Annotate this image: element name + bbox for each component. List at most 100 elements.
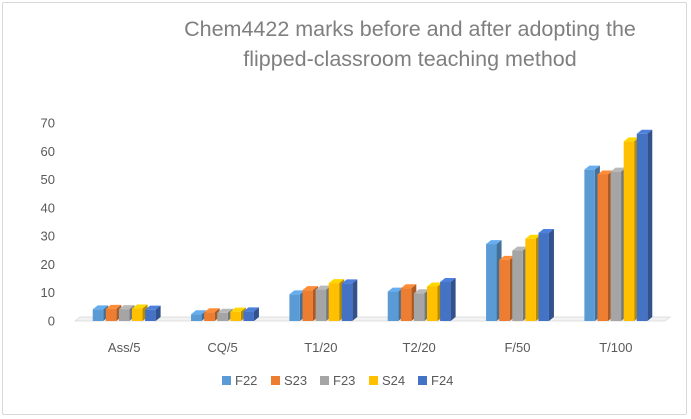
x-tick-label: F/50 (504, 340, 530, 355)
bar-front-face (118, 309, 130, 321)
bar (538, 229, 554, 321)
bar-front-face (387, 291, 399, 321)
bar-front-face (204, 312, 215, 321)
bar-front-face (584, 169, 595, 321)
legend-swatch (271, 376, 280, 385)
bar-front-face (413, 293, 425, 321)
legend-label: S23 (284, 373, 307, 388)
bar-front-face (440, 281, 451, 321)
bar-side-face (352, 279, 358, 321)
y-tick-label: 60 (41, 144, 55, 159)
bar-side-face (450, 277, 456, 321)
bar-top-face (217, 308, 233, 313)
legend: F22 S23 F23 S24 F24 (222, 373, 453, 388)
legend-item: S23 (271, 373, 307, 388)
legend-label: F23 (333, 373, 355, 388)
y-tick-label: 40 (41, 200, 55, 215)
bar-top-face (486, 240, 502, 245)
bar-front-face (217, 312, 228, 321)
bar-side-face (155, 305, 161, 321)
bar-side-face (253, 307, 259, 321)
bar-front-face (341, 283, 353, 321)
bar-top-face (538, 229, 554, 234)
bar-front-face (132, 308, 143, 321)
bar-top-face (636, 129, 653, 134)
bar-side-face (548, 229, 554, 321)
bar-top-face (400, 284, 417, 289)
bar-top-face (105, 304, 122, 309)
legend-swatch (222, 376, 231, 385)
bar-front-face (400, 288, 412, 321)
legend-item: S24 (369, 373, 405, 388)
chart-title-line-1: Chem4422 marks before and after adopting… (184, 17, 636, 41)
bar-top-face (315, 285, 332, 290)
bar-top-face (204, 308, 220, 313)
bar-front-face (623, 141, 635, 321)
bar-side-face (647, 129, 653, 321)
bar-top-face (328, 279, 345, 284)
bar-top-face (92, 305, 109, 310)
bar-top-face (145, 305, 161, 310)
chart-floor (73, 316, 672, 322)
bar-top-face (440, 277, 456, 282)
bar-front-face (636, 133, 648, 321)
y-tick-label: 0 (48, 314, 55, 329)
bar-top-face (525, 234, 541, 239)
x-tick-label: T/100 (599, 340, 632, 355)
bar-top-face (427, 282, 443, 287)
bar (243, 307, 259, 321)
bar-top-face (623, 137, 640, 142)
bar-front-face (230, 311, 241, 321)
bar-front-face (610, 171, 622, 321)
bar (145, 305, 161, 321)
bar-top-face (230, 307, 246, 312)
legend-item: F22 (222, 373, 257, 388)
y-tick-label: 70 (41, 116, 55, 131)
y-tick-label: 20 (41, 257, 55, 272)
bar-top-face (584, 165, 600, 170)
legend-swatch (320, 376, 329, 385)
bar-front-face (486, 244, 497, 321)
x-tick-label: T1/20 (304, 340, 337, 355)
bar-front-face (315, 289, 327, 321)
legend-item: F24 (418, 373, 453, 388)
bar-top-face (610, 167, 627, 172)
bar-top-face (413, 289, 430, 294)
bar-front-face (427, 286, 438, 321)
bar-top-face (243, 307, 259, 312)
y-tick-label: 10 (41, 285, 55, 300)
bar-top-face (302, 286, 318, 291)
bar (341, 279, 358, 321)
bar-front-face (243, 311, 254, 321)
bar-top-face (499, 255, 515, 260)
legend-label: F22 (235, 373, 257, 388)
bar-series-group (92, 129, 653, 321)
bar-front-face (499, 259, 510, 321)
chart-frame (2, 2, 687, 415)
bar-top-face (341, 279, 358, 284)
bar-top-face (191, 310, 207, 315)
bar-front-face (105, 308, 117, 321)
x-tick-label: Ass/5 (108, 340, 141, 355)
chart-title-line-2: flipped-classroom teaching method (243, 47, 577, 71)
bar-front-face (538, 233, 549, 321)
bar-front-face (328, 283, 340, 321)
chart-title: Chem4422 marks before and after adopting… (150, 14, 670, 74)
legend-swatch (369, 376, 378, 385)
bar-front-face (597, 174, 608, 321)
bar-top-face (289, 290, 305, 295)
bar-top-face (512, 246, 528, 251)
legend-label: F24 (431, 373, 453, 388)
legend-swatch (418, 376, 427, 385)
bar-top-face (387, 287, 404, 292)
bar-front-face (289, 294, 300, 321)
y-tick-label: 30 (41, 229, 55, 244)
legend-label: S24 (382, 373, 405, 388)
bar-top-face (132, 304, 148, 309)
y-tick-label: 50 (41, 172, 55, 187)
bar-front-face (525, 238, 536, 321)
bar-front-face (512, 250, 523, 321)
bar (440, 277, 456, 321)
bar-top-face (597, 170, 613, 175)
